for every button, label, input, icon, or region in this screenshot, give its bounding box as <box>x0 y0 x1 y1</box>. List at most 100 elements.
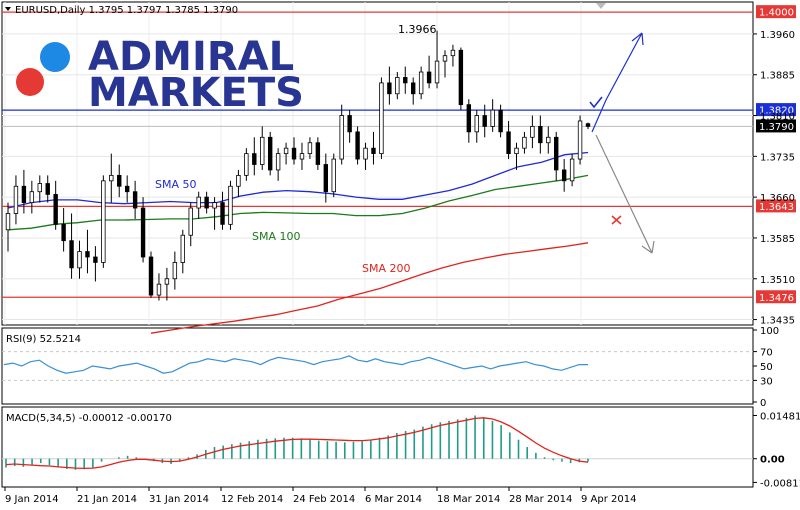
brand-line2: MARKETS <box>88 70 304 116</box>
symbol-header: EURUSD,Daily 1.3795 1.3797 1.3785 1.3790 <box>5 5 238 16</box>
current-price-tag <box>756 119 796 133</box>
candle-bull <box>577 120 583 160</box>
candle-bear <box>538 126 543 144</box>
candle-bear <box>506 131 511 155</box>
candle-bull <box>275 153 281 171</box>
rsi-tick-label: 70 <box>760 348 773 359</box>
time-tick-label: 12 Feb 2014 <box>221 494 283 505</box>
candle-bull <box>212 202 217 209</box>
level-price-label: 1.3476 <box>759 293 794 304</box>
time-tick-label: 28 Mar 2014 <box>509 494 572 505</box>
high-label: 1.3966 <box>398 23 437 36</box>
rsi-tick-label: 100 <box>760 326 779 337</box>
candle-bull <box>514 147 519 155</box>
candle-bull <box>101 180 106 263</box>
candle-bull <box>442 55 448 62</box>
logo-blue-dot <box>40 42 70 72</box>
rsi-tick-label: 30 <box>760 376 773 387</box>
candle-bull <box>180 234 185 263</box>
symbol-info: EURUSD,Daily 1.3795 1.3797 1.3785 1.3790 <box>15 5 238 16</box>
candle-bear <box>291 147 297 160</box>
candle-bull <box>474 115 479 133</box>
dropdown-triangle-icon[interactable] <box>5 7 11 11</box>
candle-bull <box>530 126 535 138</box>
candle-bear <box>426 71 432 84</box>
candle-bull <box>283 147 289 155</box>
bearish-forecast-arrow <box>595 134 653 254</box>
rsi-line <box>3 355 588 374</box>
candle-bull <box>546 136 551 144</box>
time-tick-label: 9 Jan 2014 <box>5 494 59 505</box>
candle-bear <box>267 136 273 171</box>
candle-bull <box>331 158 336 193</box>
candle-bear <box>323 164 329 193</box>
checkmark-icon <box>589 96 603 109</box>
macd-label: MACD(5,34,5) -0.00012 -0.00170 <box>6 413 172 424</box>
price-tick-label: 1.3810 <box>760 112 795 123</box>
candle-bear <box>45 183 50 195</box>
price-tick-label: 1.3735 <box>760 152 795 163</box>
candle-bear <box>466 104 472 133</box>
candle-bear <box>124 185 130 193</box>
macd-tick-label: 0.01481 <box>760 411 800 422</box>
time-tick-label: 18 Mar 2014 <box>437 494 500 505</box>
candle-bull <box>434 60 440 84</box>
candle-bear <box>220 202 225 225</box>
candle-bull <box>228 185 233 225</box>
candle-bear <box>61 223 66 242</box>
candle-bear <box>140 207 146 258</box>
time-tick-label: 31 Jan 2014 <box>149 494 209 505</box>
candle-bull <box>172 262 178 280</box>
candle-bull <box>77 251 82 269</box>
level-price-tag <box>756 290 796 304</box>
candle-bear <box>482 115 487 127</box>
candle-bear <box>371 147 376 155</box>
candle-bear <box>204 196 209 209</box>
macd-signal-line <box>5 417 589 470</box>
candle-bull <box>339 115 344 160</box>
candle-bear <box>355 131 360 160</box>
price-tick-label: 1.3585 <box>760 234 795 245</box>
candle-bull <box>395 77 400 95</box>
sma50-label: SMA 50 <box>155 178 197 191</box>
level-price-label: 1.3643 <box>759 202 794 213</box>
candle-bear <box>554 136 559 171</box>
time-tick-label: 24 Feb 2014 <box>293 494 355 505</box>
candle-bear <box>53 194 58 225</box>
candle-bull <box>236 174 241 187</box>
candle-bear <box>148 256 154 296</box>
price-tick-label: 1.3510 <box>760 275 795 286</box>
candle-bull <box>307 142 313 155</box>
candle-bull <box>29 191 35 203</box>
candle-bear <box>347 115 352 133</box>
candle-bull <box>522 136 527 149</box>
candle-bear <box>93 256 98 263</box>
time-tick-label: 21 Jan 2014 <box>77 494 137 505</box>
price-tick-label: 1.3960 <box>760 30 795 41</box>
candle-bear <box>315 142 321 165</box>
bullish-forecast-arrow <box>591 32 643 133</box>
candle-bull <box>450 49 456 57</box>
candle-bear <box>85 251 90 258</box>
candle-bull <box>13 185 19 214</box>
sma100-label: SMA 100 <box>252 230 301 243</box>
candle-bear <box>387 82 392 95</box>
candle-bull <box>164 278 170 285</box>
forecast-arrows <box>589 32 655 254</box>
brand-logo: ADMIRAL MARKETS <box>16 34 304 116</box>
price-tick-label: 1.3435 <box>760 316 795 327</box>
candle-bull <box>299 153 305 160</box>
candle-bull <box>418 71 424 95</box>
time-tick-label: 9 Apr 2014 <box>581 494 636 505</box>
macd-tick-label: 0.00 <box>760 455 785 466</box>
scroll-marker-icon[interactable] <box>596 3 606 9</box>
candle-bear <box>411 82 416 95</box>
candle-bear <box>561 169 567 182</box>
logo-red-dot <box>16 68 44 96</box>
candle-bear <box>498 109 503 133</box>
candle-bull <box>109 174 114 182</box>
macd-pane <box>1 406 754 488</box>
brand-line1: ADMIRAL <box>88 34 294 80</box>
